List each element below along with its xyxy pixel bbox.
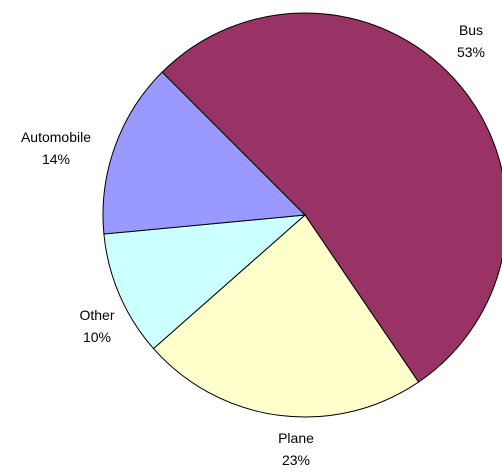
slice-value-label-bus: 53%	[457, 44, 485, 60]
slice-label-automobile: Automobile	[21, 129, 91, 145]
slice-label-other: Other	[79, 307, 114, 323]
pie-slice-plane	[152, 214, 420, 418]
slice-label-bus: Bus	[459, 22, 483, 38]
pie-slice-bus	[161, 12, 502, 383]
pie-labels: Bus 53% Plane 23% Other 10% Automobile 14%	[21, 22, 485, 468]
slice-label-plane: Plane	[278, 430, 314, 446]
slice-value-label-other: 10%	[83, 329, 111, 345]
slice-value-label-automobile: 14%	[42, 151, 70, 167]
pie-slice-other	[103, 214, 307, 350]
pie-slices	[102, 12, 502, 418]
pie-slice-automobile	[102, 71, 307, 235]
slice-value-label-plane: 23%	[282, 452, 310, 468]
